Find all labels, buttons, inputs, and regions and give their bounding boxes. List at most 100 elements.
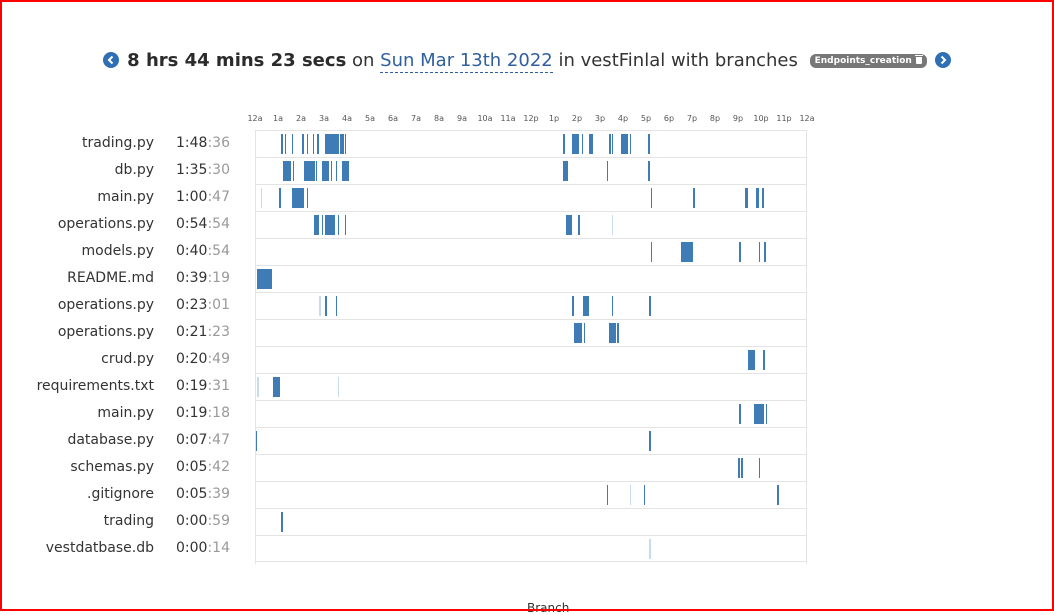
activity-segment[interactable] [563, 161, 568, 181]
activity-segment[interactable] [573, 323, 582, 343]
file-name[interactable]: database.py [67, 432, 154, 448]
activity-segment[interactable] [291, 134, 294, 154]
activity-segment[interactable] [648, 161, 650, 181]
file-name[interactable]: main.py [97, 405, 154, 421]
file-name[interactable]: operations.py [57, 297, 154, 313]
activity-segment[interactable] [284, 134, 287, 154]
activity-segment[interactable] [292, 161, 295, 181]
activity-segment[interactable] [758, 458, 761, 478]
activity-segment[interactable] [583, 323, 586, 343]
activity-segment[interactable] [741, 458, 743, 478]
activity-segment[interactable] [748, 350, 756, 370]
activity-segment[interactable] [649, 539, 651, 559]
activity-segment[interactable] [325, 215, 336, 235]
activity-segment[interactable] [643, 485, 646, 505]
activity-segment[interactable] [739, 242, 741, 262]
activity-segment[interactable] [609, 323, 617, 343]
activity-segment[interactable] [282, 161, 291, 181]
activity-segment[interactable] [330, 161, 333, 181]
activity-segment[interactable] [342, 134, 344, 154]
activity-segment[interactable] [578, 215, 580, 235]
activity-segment[interactable] [611, 296, 613, 316]
activity-segment[interactable] [762, 188, 765, 208]
activity-segment[interactable] [281, 512, 283, 532]
activity-segment[interactable] [582, 296, 589, 316]
file-name[interactable]: requirements.txt [36, 378, 154, 394]
file-name[interactable]: trading.py [82, 135, 154, 151]
file-name[interactable]: vestdatbase.db [45, 540, 154, 556]
activity-segment[interactable] [325, 296, 327, 316]
activity-segment[interactable] [315, 161, 318, 181]
activity-segment[interactable] [306, 188, 309, 208]
activity-segment[interactable] [279, 188, 281, 208]
activity-segment[interactable] [257, 269, 273, 289]
activity-segment[interactable] [321, 161, 329, 181]
file-name[interactable]: schemas.py [70, 459, 154, 475]
activity-segment[interactable] [312, 134, 314, 154]
activity-segment[interactable] [588, 134, 594, 154]
activity-segment[interactable] [319, 296, 321, 316]
activity-segment[interactable] [758, 242, 761, 262]
activity-segment[interactable] [611, 215, 613, 235]
trash-icon[interactable] [914, 55, 923, 64]
activity-segment[interactable] [693, 188, 695, 208]
activity-segment[interactable] [606, 161, 609, 181]
activity-segment[interactable] [649, 431, 651, 451]
activity-segment[interactable] [255, 431, 258, 451]
activity-segment[interactable] [648, 134, 650, 154]
next-day-button[interactable] [934, 52, 951, 68]
file-name[interactable]: db.py [114, 162, 154, 178]
activity-segment[interactable] [629, 485, 632, 505]
activity-segment[interactable] [617, 323, 619, 343]
activity-segment[interactable] [304, 161, 315, 181]
activity-segment[interactable] [754, 404, 765, 424]
activity-segment[interactable] [260, 188, 263, 208]
activity-segment[interactable] [650, 188, 653, 208]
activity-segment[interactable] [273, 377, 281, 397]
activity-segment[interactable] [291, 188, 305, 208]
activity-segment[interactable] [739, 404, 741, 424]
activity-segment[interactable] [565, 215, 573, 235]
previous-day-button[interactable] [103, 52, 120, 68]
activity-segment[interactable] [606, 485, 609, 505]
activity-segment[interactable] [321, 215, 324, 235]
activity-segment[interactable] [302, 134, 304, 154]
activity-segment[interactable] [738, 458, 741, 478]
file-name[interactable]: README.md [67, 270, 154, 286]
activity-segment[interactable] [337, 215, 340, 235]
activity-segment[interactable] [777, 485, 779, 505]
activity-segment[interactable] [572, 296, 574, 316]
file-name[interactable]: operations.py [57, 324, 154, 340]
activity-segment[interactable] [581, 134, 584, 154]
activity-segment[interactable] [335, 161, 337, 181]
activity-segment[interactable] [342, 161, 350, 181]
activity-segment[interactable] [317, 134, 319, 154]
file-name[interactable]: trading [103, 513, 154, 529]
activity-segment[interactable] [765, 404, 768, 424]
activity-segment[interactable] [337, 377, 340, 397]
activity-segment[interactable] [306, 134, 309, 154]
activity-segment[interactable] [620, 134, 628, 154]
file-name[interactable]: crud.py [101, 351, 154, 367]
activity-segment[interactable] [335, 296, 337, 316]
activity-segment[interactable] [611, 134, 613, 154]
file-name[interactable]: main.py [97, 189, 154, 205]
activity-segment[interactable] [764, 242, 766, 262]
activity-segment[interactable] [649, 296, 651, 316]
date-picker-link[interactable]: Sun Mar 13th 2022 [380, 49, 553, 73]
activity-segment[interactable] [744, 188, 749, 208]
activity-segment[interactable] [344, 134, 347, 154]
file-name[interactable]: models.py [81, 243, 154, 259]
activity-segment[interactable] [629, 134, 632, 154]
activity-segment[interactable] [313, 215, 320, 235]
activity-segment[interactable] [609, 134, 611, 154]
activity-segment[interactable] [572, 134, 580, 154]
activity-segment[interactable] [563, 134, 565, 154]
activity-segment[interactable] [680, 242, 694, 262]
file-name[interactable]: .gitignore [87, 486, 154, 502]
activity-segment[interactable] [763, 350, 765, 370]
file-name[interactable]: operations.py [57, 216, 154, 232]
activity-segment[interactable] [281, 134, 283, 154]
activity-segment[interactable] [650, 242, 653, 262]
activity-segment[interactable] [756, 188, 759, 208]
